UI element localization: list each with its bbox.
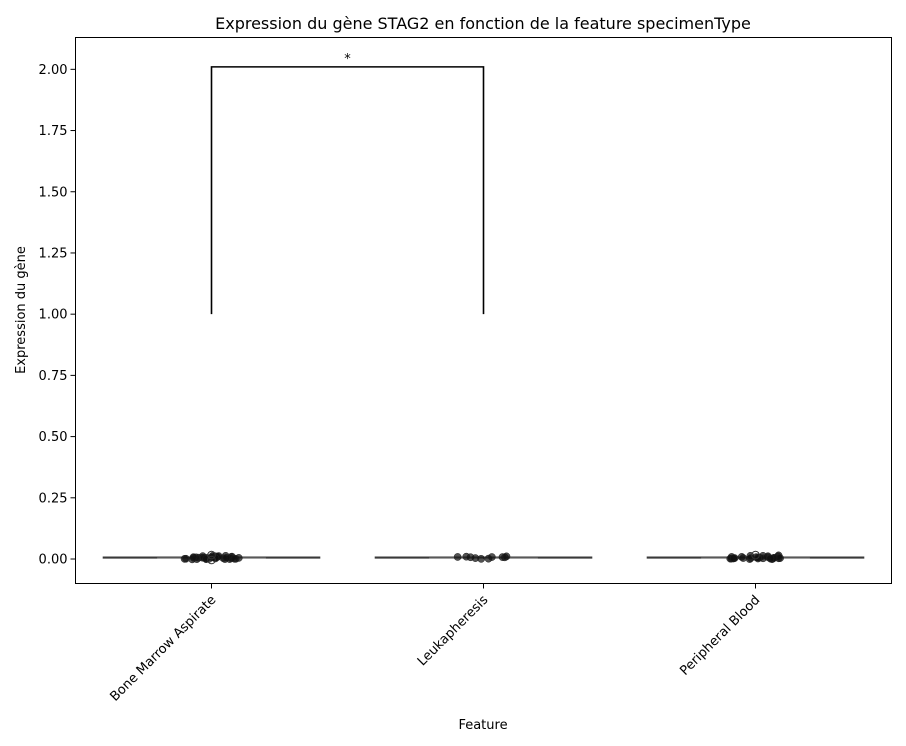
y-tick-label: 0.75 <box>39 369 68 384</box>
y-tick-label: 1.25 <box>39 246 68 261</box>
data-point <box>202 555 210 563</box>
plot-marks: * <box>102 52 865 565</box>
y-tick-label: 1.00 <box>39 308 68 323</box>
data-point <box>502 552 511 561</box>
data-point <box>737 553 746 561</box>
data-point <box>453 553 462 561</box>
significance-bracket: * <box>210 52 485 315</box>
outlier-point <box>207 550 216 560</box>
data-point <box>471 554 480 562</box>
significance-label: * <box>344 52 351 67</box>
data-point <box>729 554 738 563</box>
y-tick-label: 0.50 <box>39 430 68 445</box>
y-tick-label: 0.25 <box>39 491 68 506</box>
x-axis-label: Feature <box>458 718 507 733</box>
bracket-line <box>210 66 485 315</box>
y-tick-label: 1.50 <box>39 185 68 200</box>
data-point <box>462 552 471 561</box>
data-point <box>766 554 775 563</box>
data-point <box>488 553 496 561</box>
outlier-point <box>751 550 760 560</box>
strip-points <box>726 550 784 563</box>
y-tick-label: 2.00 <box>39 63 68 78</box>
data-point <box>222 553 231 562</box>
y-tick-label: 1.75 <box>39 124 68 139</box>
outlier-point <box>207 555 216 565</box>
data-point <box>230 554 239 563</box>
chart-title: Expression du gène STAG2 en fonction de … <box>215 14 751 33</box>
strip-points <box>180 550 243 565</box>
y-axis: 0.00 0.25 0.50 0.75 1.00 1.25 1.50 1.75 2.00 <box>39 63 76 568</box>
y-tick-label: 0.00 <box>39 553 68 568</box>
data-point <box>776 554 784 562</box>
strip-points <box>453 552 511 563</box>
y-axis-label: Expression du gène <box>14 246 29 374</box>
data-point <box>189 553 198 562</box>
